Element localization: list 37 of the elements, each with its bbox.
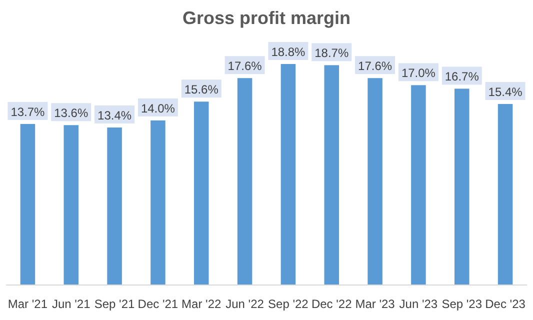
x-tick-label: Mar '23 (355, 297, 396, 311)
bar (498, 104, 513, 285)
bar (64, 125, 79, 285)
bar (411, 85, 426, 285)
x-tick-label: Sep '21 (94, 297, 136, 311)
data-label: 14.0% (140, 101, 176, 116)
bar (368, 78, 382, 285)
x-tick-label: Sep '23 (442, 297, 482, 311)
bar (324, 65, 340, 285)
x-tick-label: Jun '22 (226, 297, 264, 311)
data-label: 16.7% (444, 70, 480, 84)
x-tick-label: Dec '21 (138, 297, 178, 311)
x-tick-label: Dec '22 (311, 297, 352, 311)
x-tick-label: Jun '21 (52, 297, 91, 311)
data-label: 17.6% (358, 59, 392, 74)
data-label: 13.7% (10, 104, 46, 119)
bar (107, 127, 122, 285)
x-tick-label: Mar '21 (8, 297, 48, 311)
bar (237, 78, 252, 285)
x-tick-label: Dec '23 (485, 297, 526, 311)
data-label: 13.6% (54, 106, 88, 120)
bar (20, 124, 36, 285)
data-label: 17.0% (401, 66, 436, 80)
x-tick-label: Mar '22 (182, 297, 222, 311)
x-tick-label: Sep '22 (268, 297, 309, 311)
data-label: 18.8% (271, 45, 306, 59)
bar (150, 120, 166, 285)
data-label: 15.6% (184, 82, 219, 97)
data-label: 18.7% (314, 46, 349, 60)
data-label: 15.4% (488, 84, 523, 99)
chart-title: Gross profit margin (182, 8, 351, 28)
bar (280, 64, 296, 285)
data-label: 13.4% (98, 108, 132, 122)
x-tick-label: Jun '23 (399, 297, 438, 311)
bar (194, 102, 209, 285)
data-label: 17.6% (228, 59, 262, 74)
bar (454, 88, 470, 285)
